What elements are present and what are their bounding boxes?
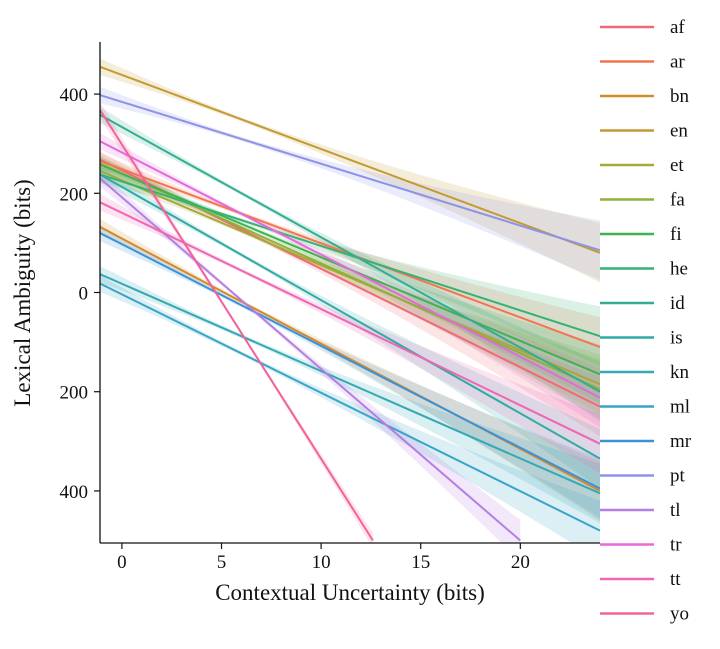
band-fi: [100, 156, 600, 405]
series-lines: [100, 65, 600, 542]
band-is: [100, 166, 600, 489]
y-tick-label: 0: [79, 284, 89, 305]
band-ml: [100, 275, 600, 543]
legend-label-en: en: [670, 121, 688, 142]
series-line-ml: [100, 282, 600, 532]
legend-label-fa: fa: [670, 190, 685, 211]
series-line-is: [100, 173, 600, 460]
band-tt: [100, 194, 600, 474]
series-line-tl: [100, 177, 521, 542]
band-kn: [100, 265, 600, 524]
legend-label-id: id: [670, 293, 685, 314]
x-tick-label: 15: [411, 552, 430, 573]
x-tick-label: 5: [217, 552, 227, 573]
legend-label-he: he: [670, 259, 688, 280]
legend-label-tl: tl: [670, 500, 681, 521]
series-line-kn: [100, 273, 600, 495]
series-line-tr: [100, 140, 600, 399]
series-line-et: [100, 170, 600, 386]
legend-label-bn: bn: [670, 86, 690, 107]
band-af: [100, 151, 600, 437]
legend-label-pt: pt: [670, 466, 686, 487]
confidence-bands: [100, 58, 600, 543]
legend-label-fi: fi: [670, 224, 682, 245]
band-ar: [100, 152, 600, 377]
y-tick-label: 400: [60, 85, 89, 106]
y-tick-label: 200: [60, 184, 89, 205]
band-bn: [100, 218, 600, 521]
legend-label-kn: kn: [670, 362, 690, 383]
series-line-en: [100, 65, 600, 254]
band-id: [100, 106, 600, 422]
x-tick-label: 0: [117, 552, 127, 573]
legend-label-ml: ml: [670, 397, 690, 418]
legend-label-et: et: [670, 155, 684, 176]
legend-label-yo: yo: [670, 604, 689, 625]
legend-label-is: is: [670, 328, 683, 349]
legend-label-af: af: [670, 17, 685, 38]
series-line-id: [100, 114, 600, 393]
x-tick-label: 10: [312, 552, 331, 573]
band-pt: [100, 86, 600, 281]
band-et: [100, 162, 600, 415]
band-mr: [100, 224, 600, 519]
y-tick-label: 200: [60, 383, 89, 404]
legend-label-mr: mr: [670, 431, 692, 452]
x-axis-title: Contextual Uncertainty (bits): [215, 580, 485, 605]
series-line-pt: [100, 94, 600, 252]
legend-label-tr: tr: [670, 535, 682, 556]
y-axis-title: Lexical Ambiguity (bits): [10, 179, 35, 406]
series-line-he: [100, 173, 600, 338]
axes: 0 5 10 15 20 400 200 0 200 400: [60, 42, 600, 573]
series-line-yo: [100, 109, 374, 542]
legend-label-ar: ar: [670, 52, 685, 73]
series-line-mr: [100, 232, 600, 490]
legend: af ar bn en et fa fi he id is kn ml mr pt tl tr tt yo: [600, 17, 692, 625]
legend-label-tt: tt: [670, 569, 681, 590]
y-tick-label: 400: [60, 482, 89, 503]
band-en: [100, 58, 600, 283]
x-tick-label: 20: [511, 552, 530, 573]
